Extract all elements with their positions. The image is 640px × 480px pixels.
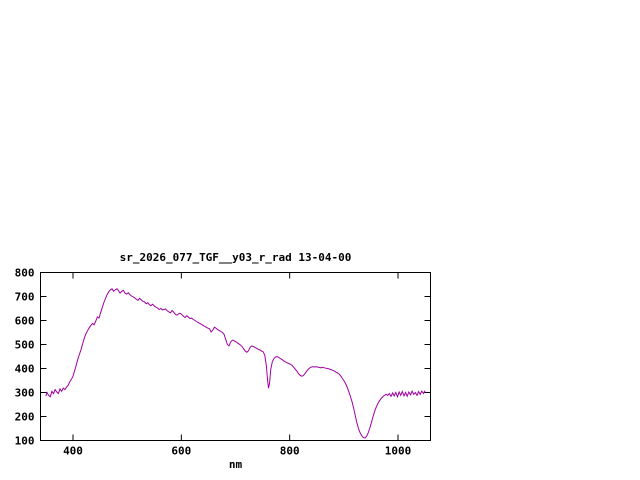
- y-tick-label: 400: [15, 363, 35, 376]
- x-tick-label: 800: [280, 445, 300, 458]
- plot-border: [40, 272, 431, 441]
- x-axis-label: nm: [228, 458, 243, 471]
- y-tick-label: 100: [15, 435, 35, 448]
- y-tick-label: 300: [15, 387, 35, 400]
- y-tick-label: 600: [15, 315, 35, 328]
- y-tick-label: 200: [15, 411, 35, 424]
- chart-title: sr_2026_077_TGF__y03_r_rad 13-04-00: [119, 251, 352, 264]
- x-tick-label: 600: [171, 445, 191, 458]
- y-tick-label: 500: [15, 339, 35, 352]
- y-tick-label: 700: [15, 291, 35, 304]
- spectrum-line: [45, 288, 426, 439]
- x-tick-label: 400: [63, 445, 83, 458]
- x-tick-label: 1000: [385, 445, 412, 458]
- y-tick-label: 800: [15, 267, 35, 280]
